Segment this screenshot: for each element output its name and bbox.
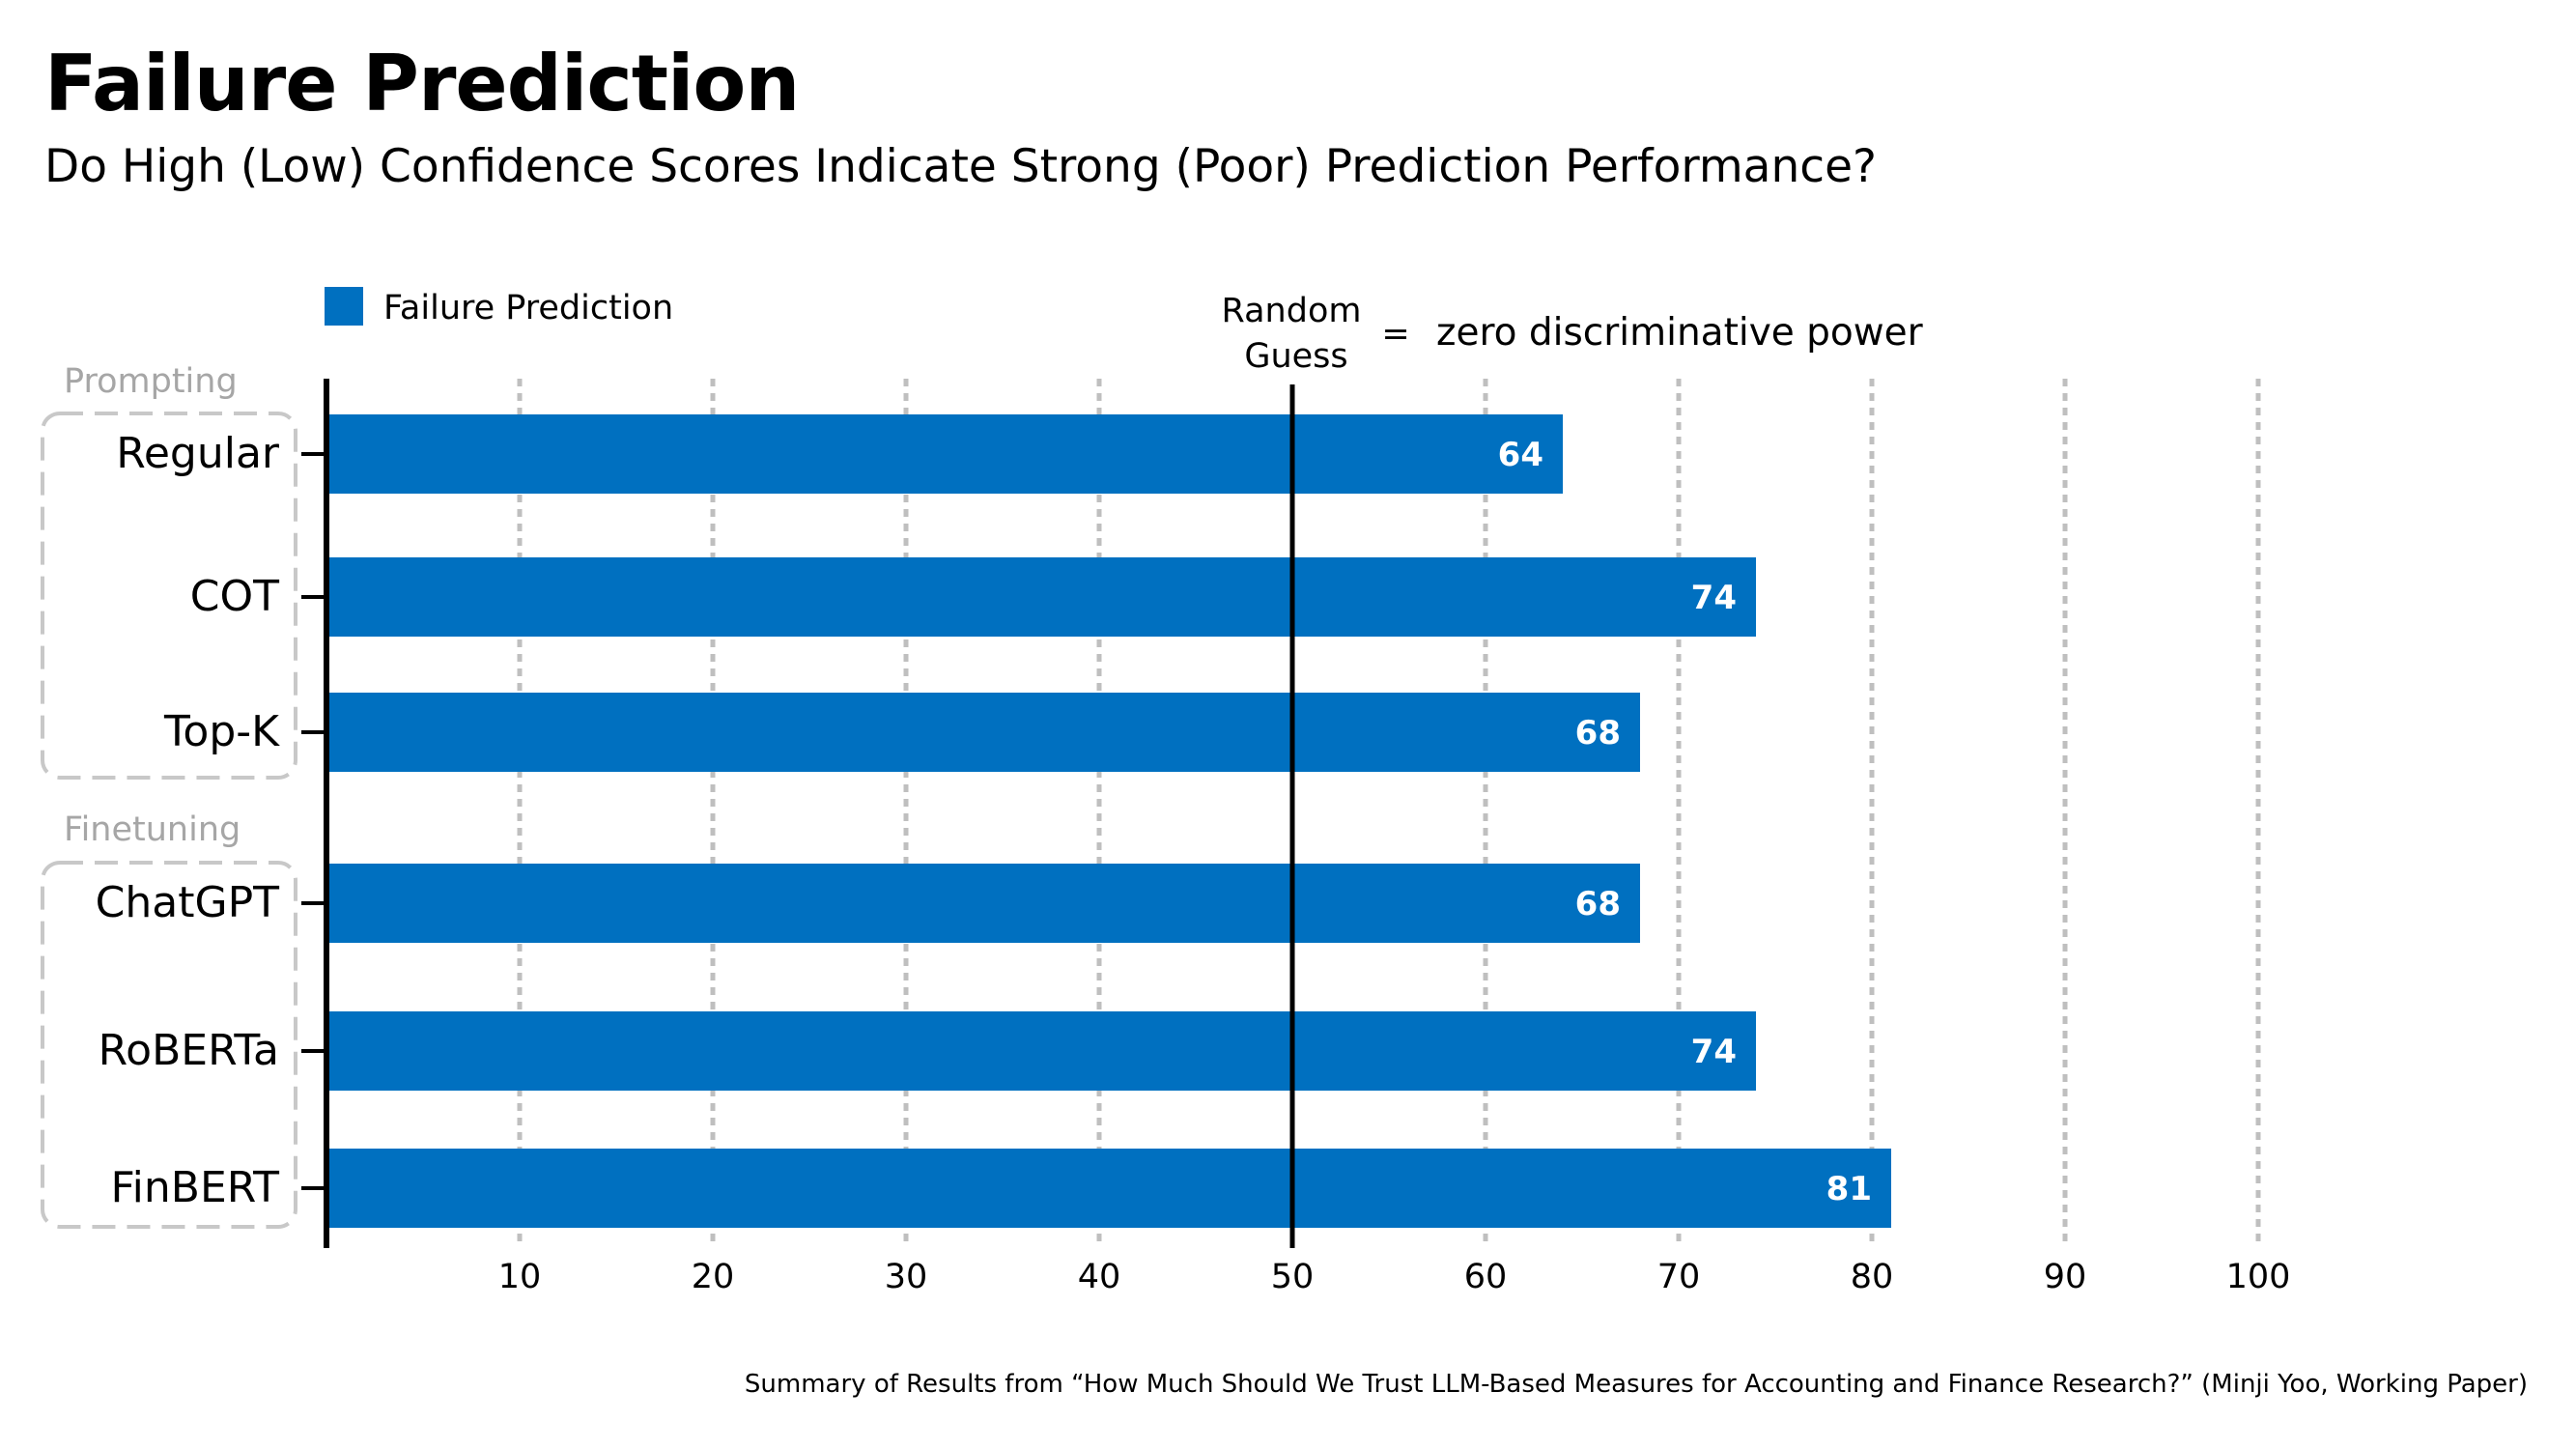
- category-label-cot: COT: [190, 572, 279, 621]
- group-label-finetuning: Finetuning: [64, 810, 241, 849]
- x-tick-label-30: 30: [885, 1258, 928, 1296]
- reference-annotation: Random Guess = zero discriminative power: [1222, 292, 1924, 376]
- data-label-top-k: 68: [1575, 714, 1621, 753]
- x-tick-label-40: 40: [1078, 1258, 1121, 1296]
- group-label-prompting: Prompting: [64, 362, 238, 401]
- x-tick-label-50: 50: [1271, 1258, 1315, 1296]
- bar-cot: [326, 557, 1756, 637]
- data-label-cot: 74: [1691, 579, 1737, 617]
- x-tick-label-90: 90: [2044, 1258, 2087, 1296]
- x-tick-label-10: 10: [498, 1258, 542, 1296]
- data-label-finbert: 81: [1826, 1170, 1872, 1208]
- group-brackets: Prompting Finetuning: [41, 362, 297, 1229]
- data-label-chatgpt: 68: [1575, 885, 1621, 923]
- category-label-chatgpt: ChatGPT: [96, 878, 279, 927]
- bar-finbert: [326, 1149, 1891, 1228]
- x-tick-label-100: 100: [2226, 1258, 2291, 1296]
- reference-note: zero discriminative power: [1436, 311, 1924, 355]
- source-footnote: Summary of Results from “How Much Should…: [744, 1370, 2528, 1399]
- bar-chatgpt: [326, 864, 1640, 943]
- random-label: Random: [1222, 292, 1362, 330]
- equals-sign: =: [1381, 315, 1409, 354]
- group-box-prompting: [41, 412, 297, 780]
- category-label-finbert: FinBERT: [111, 1163, 280, 1212]
- bars: 64 74 68 68 74 81: [326, 414, 1891, 1228]
- x-tick-label-60: 60: [1464, 1258, 1508, 1296]
- category-label-top-k: Top-K: [163, 707, 280, 756]
- category-label-roberta: RoBERTa: [99, 1026, 279, 1075]
- bar-regular: [326, 414, 1563, 494]
- axes: 10 20 30 40 50 60 70 80 90 100 Regular COT Top-K Chat…: [96, 379, 2291, 1296]
- x-tick-label-70: 70: [1657, 1258, 1701, 1296]
- data-label-regular: 64: [1498, 436, 1543, 474]
- bar-top-k: [326, 693, 1640, 772]
- x-tick-label-20: 20: [692, 1258, 735, 1296]
- bar-roberta: [326, 1011, 1756, 1091]
- group-box-finetuning: [41, 861, 297, 1229]
- category-label-regular: Regular: [116, 429, 280, 478]
- grid-lines: [517, 379, 2261, 1248]
- chart-subtitle: Do High (Low) Confidence Scores Indicate…: [44, 140, 1877, 193]
- legend-swatch: [325, 287, 363, 326]
- x-tick-label-80: 80: [1851, 1258, 1894, 1296]
- chart-title: Failure Prediction: [44, 39, 800, 128]
- data-label-roberta: 74: [1691, 1033, 1737, 1071]
- guess-label: Guess: [1244, 337, 1347, 376]
- legend-label: Failure Prediction: [383, 289, 673, 327]
- legend: Failure Prediction: [325, 287, 673, 327]
